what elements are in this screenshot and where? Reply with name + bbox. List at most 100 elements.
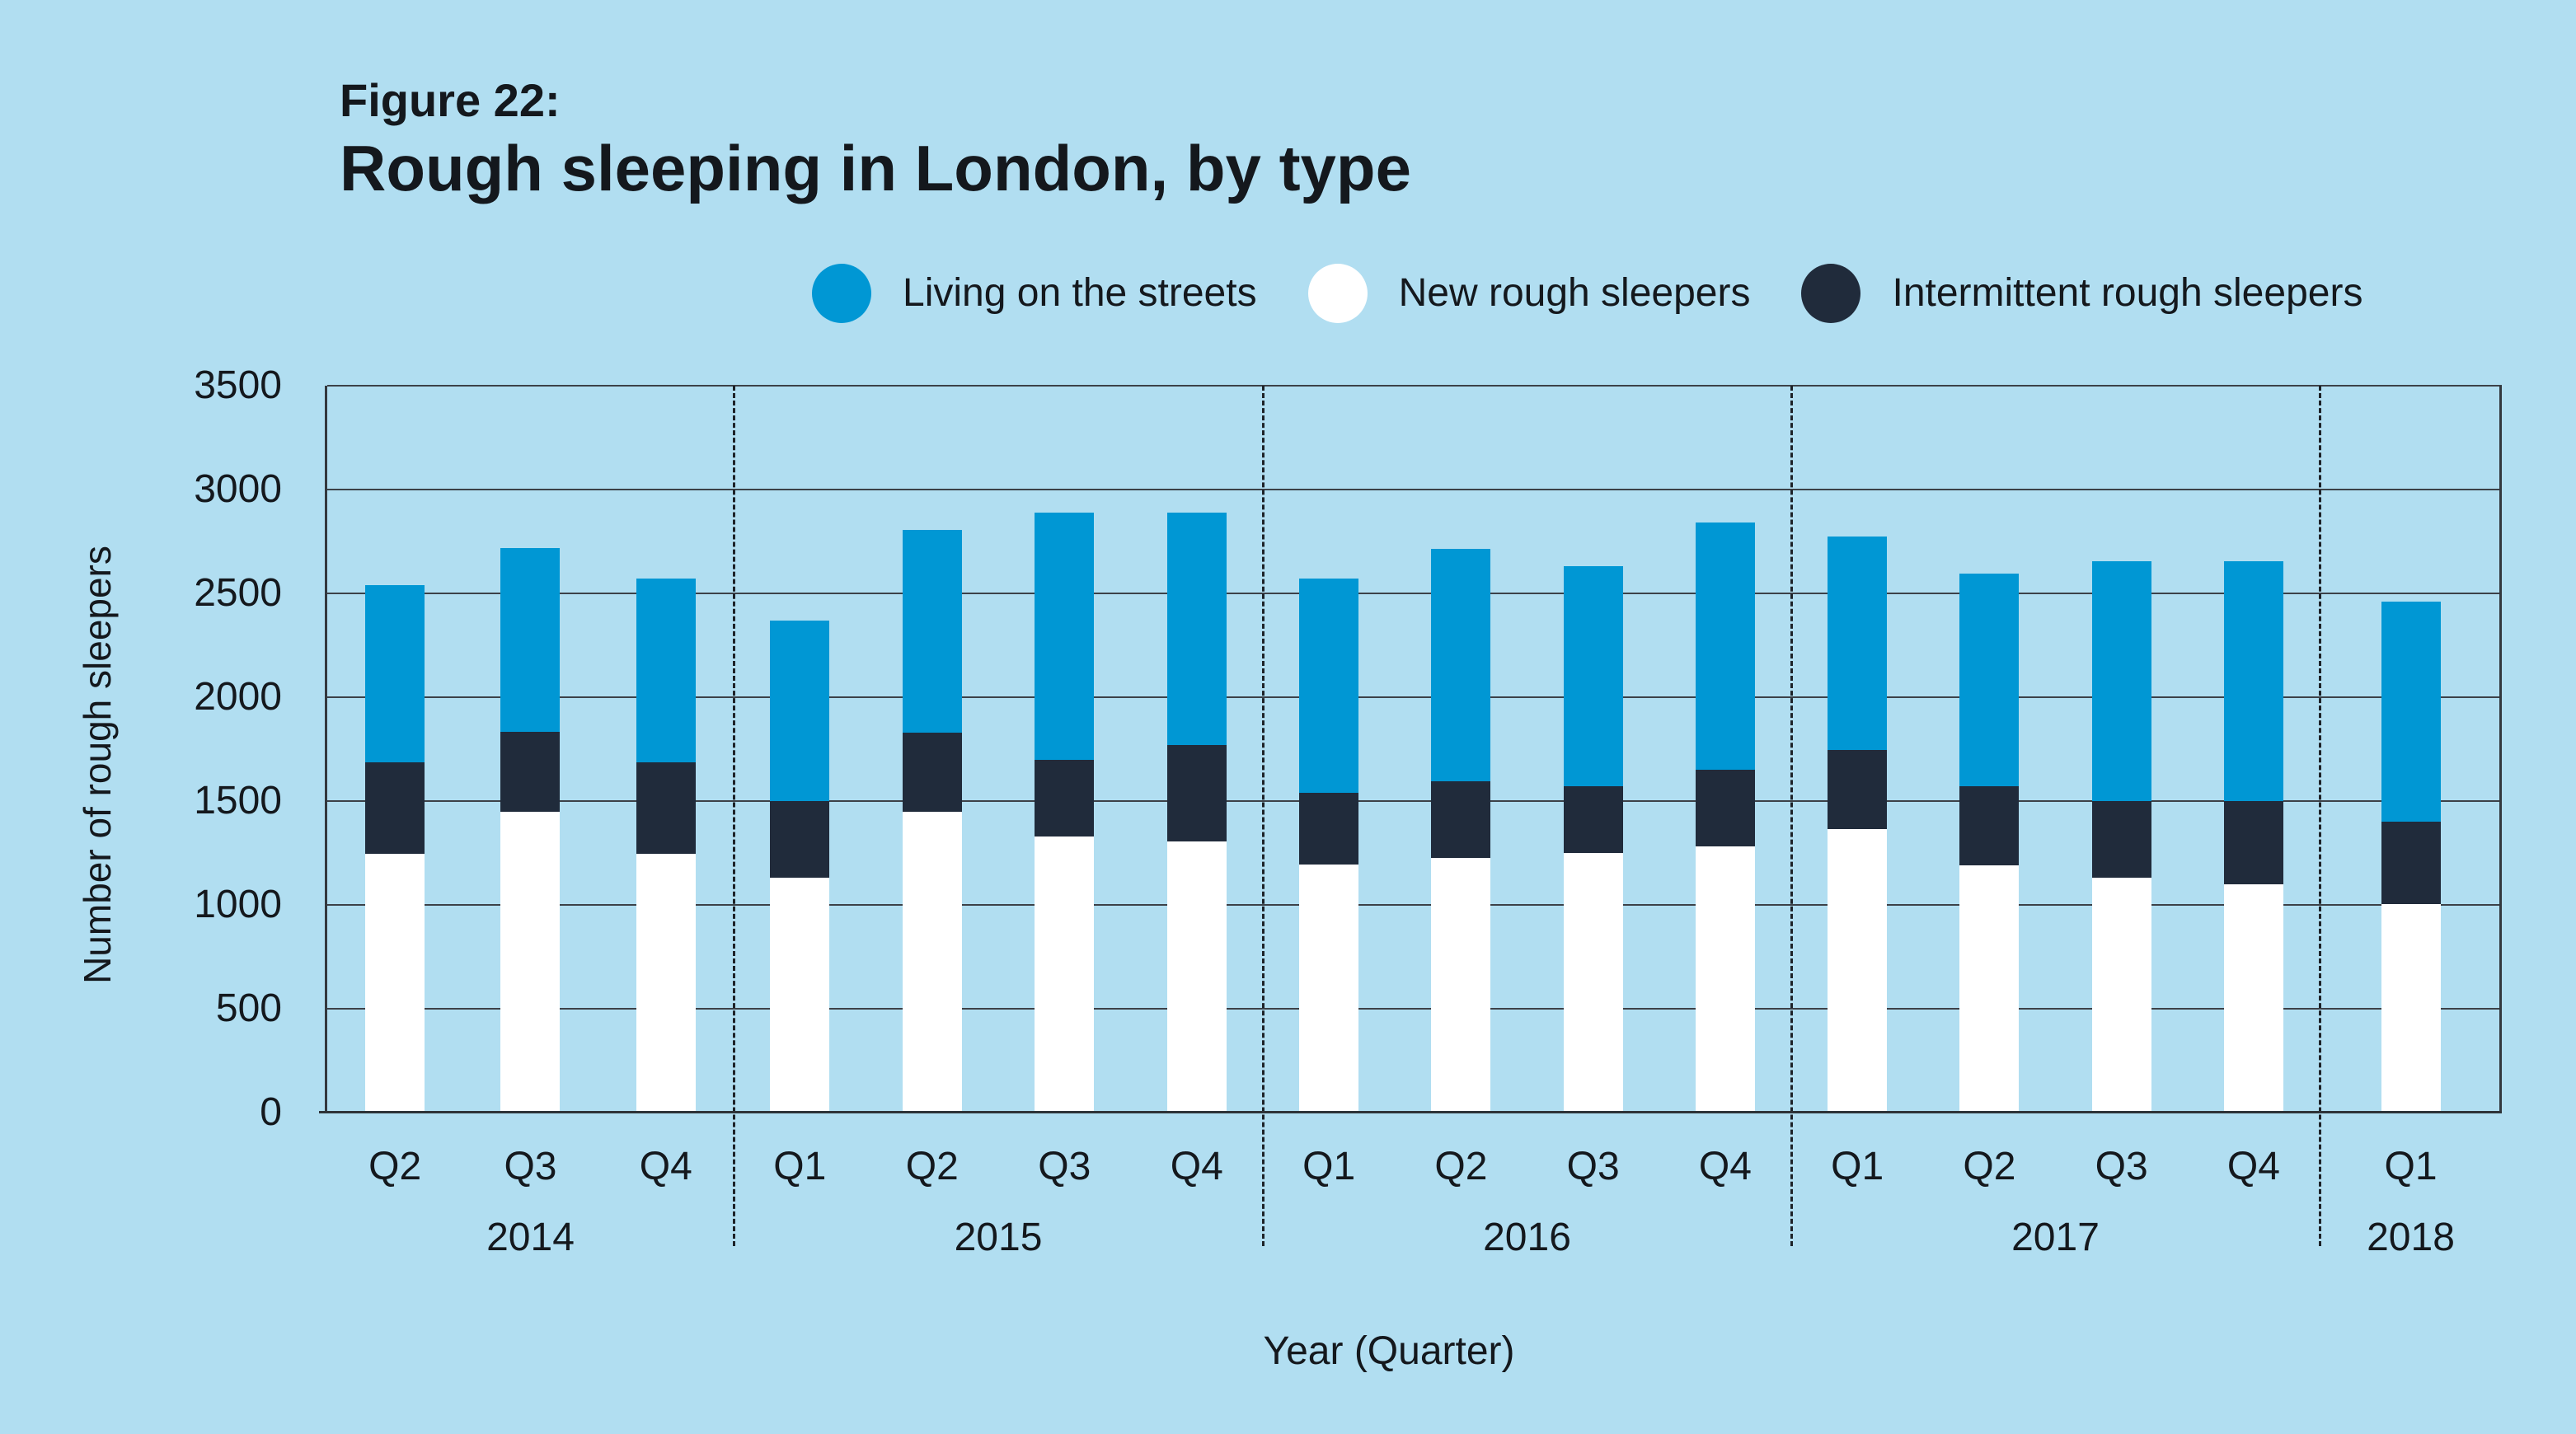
segment-new-rough-sleepers bbox=[500, 811, 561, 1113]
bar-2015-q4 bbox=[1166, 512, 1227, 1113]
segment-living-on-the-streets bbox=[500, 547, 561, 732]
segment-intermittent-rough-sleepers bbox=[1828, 750, 1888, 830]
y-tick-label-3500: 3500 bbox=[194, 363, 282, 407]
segment-intermittent-rough-sleepers bbox=[2381, 822, 2441, 904]
x-tick-label-2014-q3: Q3 bbox=[504, 1145, 557, 1188]
segment-living-on-the-streets bbox=[365, 584, 425, 763]
bar-slot-2017-q2 bbox=[1944, 574, 2034, 1113]
segment-intermittent-rough-sleepers bbox=[902, 732, 962, 812]
quarter-labels-2015: Q1 Q2 Q3 Q4 bbox=[734, 1142, 1263, 1192]
year-label-2016: 2016 bbox=[1483, 1216, 1571, 1259]
segment-intermittent-rough-sleepers bbox=[1959, 786, 2020, 866]
segment-intermittent-rough-sleepers bbox=[1563, 786, 1623, 853]
bar-group-2016 bbox=[1263, 386, 1791, 1113]
segment-intermittent-rough-sleepers bbox=[1035, 759, 1095, 836]
legend-item-intermittent-rough-sleepers: Intermittent rough sleepers bbox=[1801, 264, 2363, 323]
segment-intermittent-rough-sleepers bbox=[1695, 770, 1755, 847]
x-tick-label-2015-q2: Q2 bbox=[905, 1145, 959, 1188]
segment-living-on-the-streets bbox=[1959, 574, 2020, 787]
year-separator-2 bbox=[1790, 386, 1793, 1246]
bar-slot-2016-q3 bbox=[1548, 566, 1639, 1113]
bar-group-2018 bbox=[2320, 386, 2502, 1113]
segment-new-rough-sleepers bbox=[1431, 858, 1491, 1113]
x-tick-label-2015-q3: Q3 bbox=[1038, 1145, 1091, 1188]
y-tick-label-3000: 3000 bbox=[194, 467, 282, 511]
segment-living-on-the-streets bbox=[770, 620, 830, 802]
x-tick-label-2017-q3: Q3 bbox=[2095, 1145, 2148, 1188]
bar-slot-2017-q3 bbox=[2076, 560, 2167, 1113]
segment-living-on-the-streets bbox=[2091, 560, 2151, 802]
chart-title: Rough sleeping in London, by type bbox=[340, 132, 1411, 204]
segment-new-rough-sleepers bbox=[636, 854, 696, 1113]
segment-living-on-the-streets bbox=[1035, 512, 1095, 760]
bar-slot-2016-q4 bbox=[1680, 523, 1771, 1113]
bar-group-2015 bbox=[734, 386, 1263, 1113]
bar-slot-2018-q1 bbox=[2366, 602, 2456, 1113]
legend-swatch-icon bbox=[1801, 264, 1861, 323]
year-label-2017: 2017 bbox=[2011, 1216, 2100, 1259]
x-tick-label-2017-q2: Q2 bbox=[1963, 1145, 2016, 1188]
segment-new-rough-sleepers bbox=[1299, 864, 1359, 1113]
gridline-1000 bbox=[327, 904, 2502, 906]
x-tick-label-2014-q4: Q4 bbox=[639, 1145, 692, 1188]
x-tick-label-2017-q1: Q1 bbox=[1831, 1145, 1884, 1188]
segment-intermittent-rough-sleepers bbox=[365, 762, 425, 855]
segment-living-on-the-streets bbox=[1299, 579, 1359, 793]
bar-slot-2017-q1 bbox=[1812, 536, 1903, 1113]
plot-area bbox=[319, 385, 2502, 1246]
segment-intermittent-rough-sleepers bbox=[770, 801, 830, 879]
legend-label: New rough sleepers bbox=[1398, 271, 1751, 315]
segment-new-rough-sleepers bbox=[1035, 836, 1095, 1113]
x-axis-title: Year (Quarter) bbox=[1263, 1329, 1515, 1373]
segment-living-on-the-streets bbox=[1431, 548, 1491, 782]
bar-2015-q1 bbox=[770, 620, 830, 1113]
year-label-2018: 2018 bbox=[2367, 1216, 2455, 1259]
bar-slot-2015-q3 bbox=[1019, 512, 1110, 1113]
x-tick-label-2016-q4: Q4 bbox=[1698, 1145, 1752, 1188]
quarter-labels-2016: Q1 Q2 Q3 Q4 bbox=[1263, 1142, 1791, 1192]
segment-new-rough-sleepers bbox=[2381, 903, 2441, 1113]
segment-living-on-the-streets bbox=[1166, 512, 1227, 745]
bar-slot-2017-q4 bbox=[2208, 560, 2299, 1113]
y-tick-label-2500: 2500 bbox=[194, 571, 282, 615]
x-tick-label-2018-q1: Q1 bbox=[2384, 1145, 2438, 1188]
legend-swatch-icon bbox=[1307, 264, 1368, 323]
x-tick-label-2015-q4: Q4 bbox=[1170, 1145, 1223, 1188]
y-tick-label-0: 0 bbox=[260, 1090, 282, 1134]
gridline-500 bbox=[327, 1008, 2502, 1010]
segment-new-rough-sleepers bbox=[2091, 878, 2151, 1113]
bar-slot-2014-q4 bbox=[621, 579, 711, 1113]
segment-living-on-the-streets bbox=[1695, 523, 1755, 771]
segment-new-rough-sleepers bbox=[2223, 883, 2283, 1113]
bar-slot-2015-q2 bbox=[887, 530, 978, 1113]
segment-intermittent-rough-sleepers bbox=[1299, 792, 1359, 865]
year-label-2014: 2014 bbox=[486, 1216, 575, 1259]
year-separator-1 bbox=[1261, 386, 1265, 1246]
y-tick-label-1500: 1500 bbox=[194, 779, 282, 822]
x-tick-label-2017-q4: Q4 bbox=[2226, 1145, 2280, 1188]
segment-intermittent-rough-sleepers bbox=[2223, 801, 2283, 884]
segment-new-rough-sleepers bbox=[1828, 829, 1888, 1113]
legend-item-living-on-the-streets: Living on the streets bbox=[812, 264, 1257, 323]
gridline-2500 bbox=[327, 593, 2502, 594]
bar-sections bbox=[327, 386, 2502, 1113]
segment-new-rough-sleepers bbox=[1166, 841, 1227, 1113]
bar-2014-q2 bbox=[365, 584, 425, 1113]
bar-2014-q4 bbox=[636, 579, 696, 1113]
plot-left-border bbox=[325, 386, 327, 1113]
y-tick-label-2000: 2000 bbox=[194, 675, 282, 719]
legend-item-new-rough-sleepers: New rough sleepers bbox=[1307, 264, 1751, 323]
bar-2016-q2 bbox=[1431, 548, 1491, 1113]
quarter-labels-2018: Q1 bbox=[2320, 1142, 2502, 1192]
segment-new-rough-sleepers bbox=[1959, 865, 2020, 1113]
bar-2015-q3 bbox=[1035, 512, 1095, 1113]
gridline-3500 bbox=[327, 385, 2502, 387]
segment-new-rough-sleepers bbox=[365, 854, 425, 1113]
bar-slot-2014-q2 bbox=[350, 584, 440, 1113]
bar-2014-q3 bbox=[500, 547, 561, 1113]
segment-new-rough-sleepers bbox=[1563, 853, 1623, 1113]
segment-new-rough-sleepers bbox=[902, 811, 962, 1113]
segment-intermittent-rough-sleepers bbox=[1431, 781, 1491, 859]
plot-right-border bbox=[2499, 386, 2502, 1113]
quarter-labels-2014: Q2 Q3 Q4 bbox=[327, 1142, 734, 1192]
